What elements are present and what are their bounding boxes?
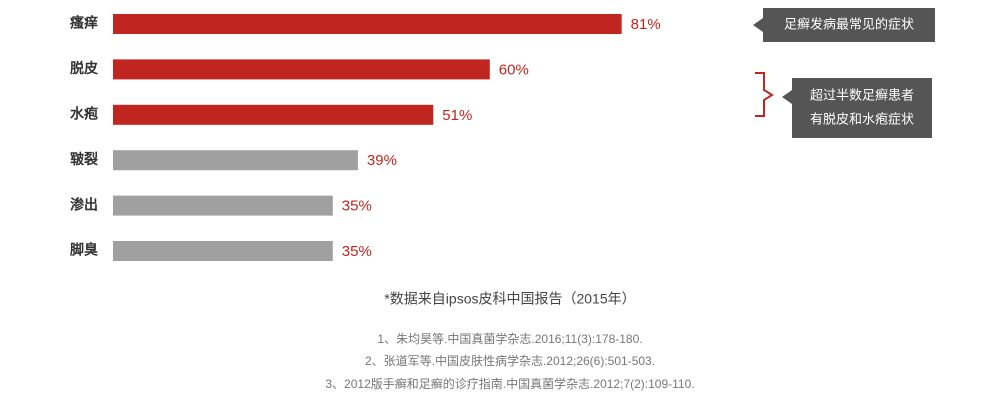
category-label: 瘙痒	[69, 15, 98, 31]
value-label: 60%	[499, 61, 529, 78]
callout-text: 有脱皮和水疱症状	[810, 111, 914, 126]
value-label: 51%	[442, 107, 472, 124]
brace	[755, 72, 774, 117]
value-label: 35%	[342, 243, 372, 260]
reference: 1、朱均昊等.中国真菌学杂志.2016;11(3):178-180.	[377, 331, 642, 346]
category-label: 水疱	[70, 106, 98, 122]
category-label: 渗出	[70, 196, 98, 212]
bar	[113, 14, 622, 34]
callout-box	[763, 8, 935, 42]
callout-arrow	[753, 18, 763, 32]
bar	[113, 241, 333, 261]
value-label: 39%	[367, 152, 397, 169]
category-label: 脚臭	[70, 242, 99, 258]
bar	[113, 104, 434, 125]
value-label: 35%	[342, 198, 372, 215]
category-label: 脱皮	[70, 60, 98, 76]
callout-text: 超过半数足癣患者	[810, 87, 914, 102]
bar	[113, 59, 490, 80]
callout-arrow	[782, 90, 792, 104]
bar	[113, 195, 333, 216]
bar	[113, 150, 358, 171]
category-label: 皲裂	[70, 151, 98, 167]
value-label: 81%	[631, 16, 661, 33]
source-note: *数据来自ipsos皮科中国报告（2015年）	[384, 291, 635, 307]
callout-text: 足癣发病最常见的症状	[784, 16, 914, 31]
reference: 3、2012版手癣和足癣的诊疗指南.中国真菌学杂志.2012;7(2):109-…	[325, 376, 694, 391]
reference: 2、张道军等.中国皮肤性病学杂志.2012;26(6):501-503.	[365, 353, 655, 368]
callout-box	[792, 78, 932, 138]
